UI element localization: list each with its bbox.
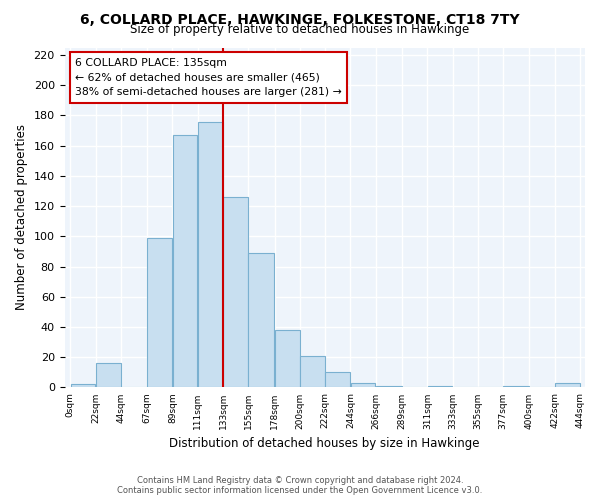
Text: 6, COLLARD PLACE, HAWKINGE, FOLKESTONE, CT18 7TY: 6, COLLARD PLACE, HAWKINGE, FOLKESTONE, … xyxy=(80,12,520,26)
Bar xyxy=(248,253,274,388)
Text: 6 COLLARD PLACE: 135sqm
← 62% of detached houses are smaller (465)
38% of semi-d: 6 COLLARD PLACE: 135sqm ← 62% of detache… xyxy=(75,58,341,98)
Bar xyxy=(198,122,223,388)
Bar xyxy=(71,384,95,388)
Bar xyxy=(428,386,452,388)
X-axis label: Distribution of detached houses by size in Hawkinge: Distribution of detached houses by size … xyxy=(169,437,480,450)
Bar xyxy=(223,197,248,388)
Bar xyxy=(148,238,172,388)
Bar xyxy=(503,386,529,388)
Bar xyxy=(376,386,402,388)
Y-axis label: Number of detached properties: Number of detached properties xyxy=(15,124,28,310)
Bar xyxy=(275,330,299,388)
Bar xyxy=(350,383,376,388)
Bar xyxy=(173,135,197,388)
Text: Size of property relative to detached houses in Hawkinge: Size of property relative to detached ho… xyxy=(130,22,470,36)
Bar xyxy=(96,364,121,388)
Bar xyxy=(555,383,580,388)
Bar xyxy=(325,372,350,388)
Bar xyxy=(300,356,325,388)
Text: Contains HM Land Registry data © Crown copyright and database right 2024.
Contai: Contains HM Land Registry data © Crown c… xyxy=(118,476,482,495)
